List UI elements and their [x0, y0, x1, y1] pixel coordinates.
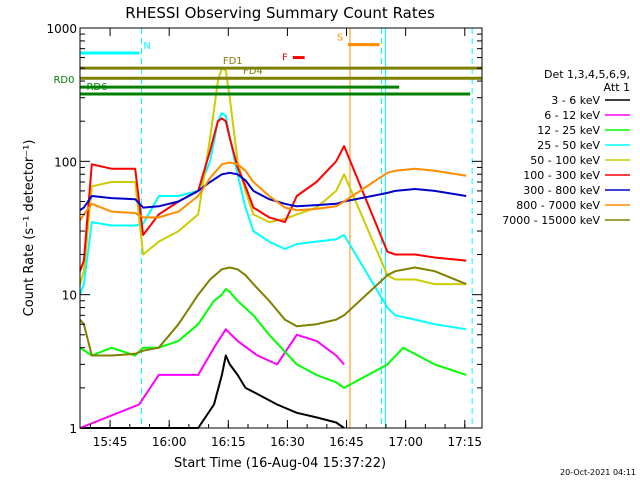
legend: Det 1,3,4,5,6,9,Att 1 3 - 6 keV 6 - 12 keV…: [502, 68, 630, 227]
timestamp: 20-Oct-2021 04:11: [560, 468, 636, 477]
legend-header: Det 1,3,4,5,6,9,: [544, 68, 630, 81]
series-layer: [79, 67, 467, 429]
x-tick-label: 17:00: [388, 435, 423, 449]
x-tick-label: 16:00: [152, 435, 187, 449]
x-axis: 15:45 16:00 16:15 16:30 16:45 17:00 17:15: [89, 28, 482, 449]
chart-title: RHESSI Observing Summary Count Rates: [125, 4, 435, 22]
series-line-8: [79, 266, 467, 357]
legend-label: 7000 - 15000 keV: [502, 214, 600, 227]
flag-label: N: [143, 41, 150, 52]
series-line-6: [79, 171, 467, 212]
x-tick-label: 16:15: [211, 435, 246, 449]
x-tick-label: 16:30: [270, 435, 305, 449]
legend-header: Att 1: [604, 81, 630, 94]
y-axis-label: Count Rate (s⁻¹ detector⁻¹): [22, 140, 37, 317]
series-line-4: [79, 67, 467, 286]
x-tick-label: 16:45: [329, 435, 364, 449]
y-tick-label: 1000: [46, 22, 77, 36]
plot-frame: [79, 27, 483, 429]
legend-label: 12 - 25 keV: [537, 124, 600, 137]
series-line-0: [80, 354, 345, 429]
legend-label: 300 - 800 keV: [523, 184, 600, 197]
flag-label: RD6: [86, 82, 107, 93]
legend-label: 25 - 50 keV: [537, 139, 600, 152]
flag-label: FD4: [243, 66, 263, 77]
y-tick-label: 1: [69, 422, 77, 436]
legend-label: 800 - 7000 keV: [516, 199, 600, 212]
flag-bars: N S FD1 F FD4 RD0 RD6: [53, 33, 482, 96]
legend-label: 100 - 300 keV: [523, 169, 600, 182]
y-tick-label: 100: [54, 155, 77, 169]
y-tick-label: 10: [62, 289, 77, 303]
flag-label: S: [337, 33, 343, 44]
flag-label: F: [282, 53, 288, 64]
series-line-5: [79, 117, 467, 272]
series-line-1: [79, 328, 345, 429]
flag-label: FD1: [223, 56, 243, 67]
legend-label: 50 - 100 keV: [530, 154, 600, 167]
x-tick-label: 17:15: [447, 435, 482, 449]
flag-label: RD0: [53, 75, 74, 86]
series-line-7: [79, 161, 467, 222]
y-axis: 1 10 100 1000: [46, 22, 482, 436]
x-tick-label: 15:45: [93, 435, 128, 449]
legend-label: 6 - 12 keV: [544, 109, 600, 122]
series-line-2: [79, 288, 467, 389]
legend-label: 3 - 6 keV: [551, 94, 600, 107]
x-axis-label: Start Time (16-Aug-04 15:37:22): [174, 456, 386, 471]
